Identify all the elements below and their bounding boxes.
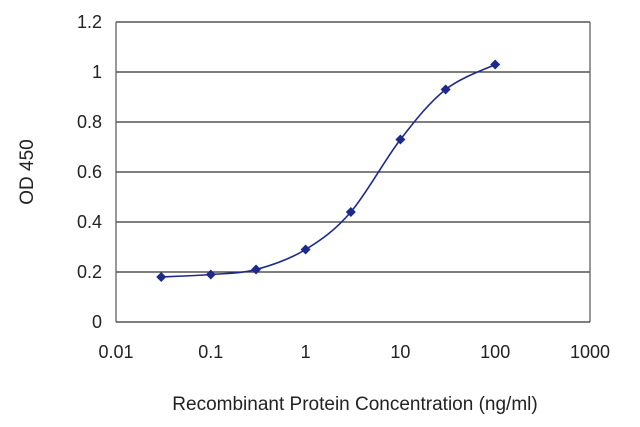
data-point-7: [490, 59, 501, 70]
y-tick-label: 1.2: [77, 12, 102, 32]
data-point-2: [251, 264, 262, 275]
fit-curve-layer: [161, 63, 496, 278]
data-point-5: [395, 134, 406, 145]
data-points: [156, 59, 501, 282]
x-tick-label: 100: [480, 342, 510, 362]
x-tick-labels: 0.01 0.1 1 10 100 1000: [98, 342, 610, 362]
x-axis-title: Recombinant Protein Concentration (ng/ml…: [172, 394, 537, 415]
x-tick-label: 0.01: [98, 342, 133, 362]
x-tick-label: 1: [301, 342, 311, 362]
y-tick-label: 0: [92, 312, 102, 332]
y-tick-label: 0.2: [77, 262, 102, 282]
data-point-4: [345, 207, 356, 217]
data-point-1: [205, 269, 216, 280]
data-point-0: [156, 272, 167, 282]
y-tick-label: 0.6: [77, 162, 102, 182]
x-tick-label: 1000: [570, 342, 610, 362]
plot-frame: [115, 22, 591, 323]
y-tick-label: 0.4: [77, 212, 102, 232]
data-point-3: [300, 244, 311, 255]
y-tick-labels: 0 0.2 0.4 0.6 0.8 1 1.2: [77, 12, 102, 332]
x-tick-label: 0.1: [198, 342, 223, 362]
y-tick-label: 0.8: [77, 112, 102, 132]
data-point-6: [440, 84, 451, 95]
gridlines: [116, 21, 590, 273]
fit-curve: [161, 63, 496, 278]
y-axis-title: OD 450: [17, 139, 38, 204]
x-tick-label: 10: [390, 342, 410, 362]
y-tick-label: 1: [92, 62, 102, 82]
